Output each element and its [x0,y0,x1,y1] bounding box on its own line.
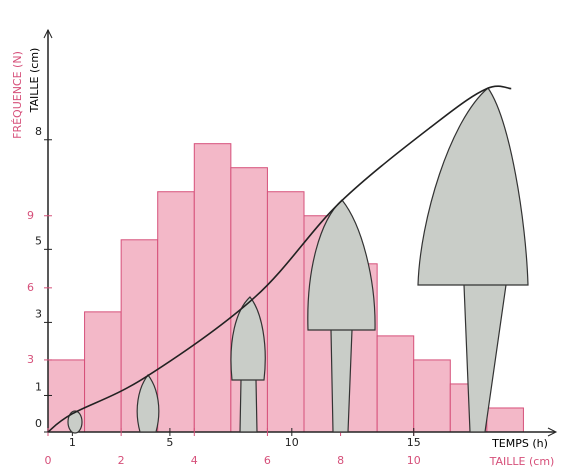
y-tick-label: 3 [35,307,42,320]
x-tick-label: 10 [407,454,421,467]
x-tick-label: 6 [264,454,271,467]
x-tick-label: 1 [69,436,76,449]
histogram-bar [267,192,304,432]
histogram-bar [414,360,451,432]
histogram-bar [377,336,414,432]
histogram-bar [487,408,524,432]
x-tick-label: 8 [337,454,344,467]
y-tick-label: 6 [27,281,34,294]
x-tick-label: 10 [285,436,299,449]
y-tick-label: 3 [27,353,34,366]
y-tick-label: 5 [35,234,42,247]
y-tick-label: 0 [35,417,42,430]
x-axis-label: TAILLE (cm) [489,455,555,468]
histogram-bar [158,192,195,432]
histogram-bar [194,144,231,432]
x-tick-label: 5 [166,436,173,449]
x-tick-label: 0 [45,454,52,467]
y-axis-label: TAILLE (cm) [28,48,41,114]
chart: 369024681001358151015 FRÉQUENCE (N) TAIL… [0,0,568,469]
y-tick-label: 8 [35,125,42,138]
x-tick-label: 15 [407,436,421,449]
histogram-bar [85,312,122,432]
y-tick-label: 1 [35,380,42,393]
x-axis-label: TEMPS (h) [491,437,548,450]
y-axis-label: FRÉQUENCE (N) [11,51,24,139]
x-tick-label: 4 [191,454,198,467]
y-tick-label: 9 [27,209,34,222]
x-tick-label: 2 [118,454,125,467]
